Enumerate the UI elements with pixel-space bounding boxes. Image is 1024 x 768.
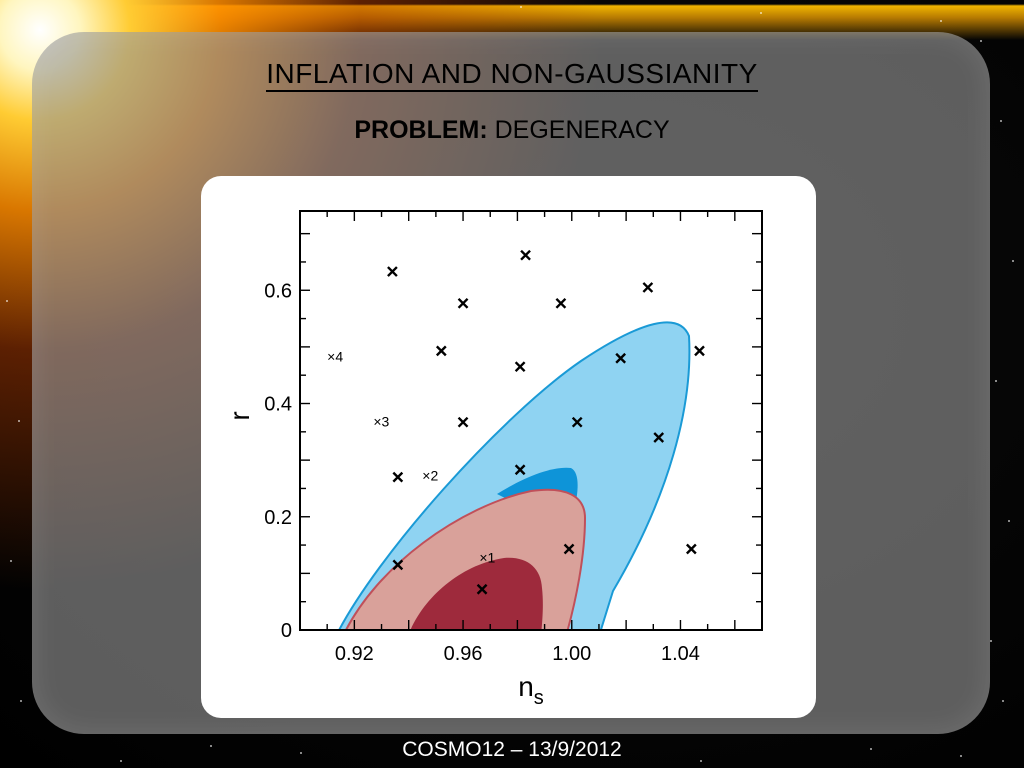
star	[995, 380, 997, 382]
star	[960, 755, 962, 757]
ns-r-chart: ×4×3×2×1 0.92 0.96 1.00 1.04 00.20.40.6 ns …	[224, 210, 763, 709]
star	[18, 420, 20, 422]
marker-layer	[387, 249, 705, 595]
star	[990, 640, 992, 642]
star	[20, 700, 22, 702]
data-marker	[563, 543, 575, 555]
numbered-marker-3: ×3	[373, 414, 389, 430]
y-tick-label: 0	[281, 620, 292, 642]
star	[1000, 120, 1002, 122]
data-marker	[392, 471, 404, 483]
star	[1012, 260, 1014, 262]
star	[210, 745, 212, 747]
data-marker	[555, 297, 567, 309]
data-marker	[653, 432, 665, 443]
data-marker	[392, 559, 404, 571]
red-inner-contour	[410, 557, 543, 630]
star	[1008, 520, 1010, 522]
data-marker	[642, 282, 654, 293]
data-marker	[514, 464, 526, 476]
y-tick-labels: 0 0.2 0.4 0.6	[264, 280, 292, 642]
star	[1002, 700, 1004, 702]
x-tick-label: 0.92	[335, 643, 374, 665]
star	[870, 748, 872, 750]
data-marker	[435, 345, 447, 357]
subtitle-bold: PROBLEM:	[354, 116, 488, 144]
data-marker	[476, 583, 488, 595]
subtitle-rest: DEGENERACY	[487, 116, 670, 144]
slide-title: INFLATION AND NON-GAUSSIANITY	[0, 58, 1024, 92]
data-marker	[615, 352, 627, 364]
star	[760, 12, 762, 14]
slide-title-text: INFLATION AND NON-GAUSSIANITY	[266, 58, 758, 92]
numbered-marker-4: ×4	[327, 349, 343, 365]
y-axis-label: r	[224, 411, 255, 420]
data-marker	[457, 416, 469, 428]
star	[520, 6, 522, 8]
data-marker	[514, 361, 526, 373]
star	[700, 760, 702, 762]
y-tick-label: 0.4	[264, 394, 292, 416]
x-tick-label: 1.04	[661, 643, 700, 665]
data-marker	[571, 416, 583, 428]
data-marker	[694, 345, 705, 357]
y-tick-label: 0.6	[264, 280, 292, 302]
star	[10, 560, 12, 562]
star	[6, 300, 8, 302]
slide-footer: COSMO12 – 13/9/2012	[402, 738, 622, 761]
plot-frame	[299, 210, 763, 631]
star	[300, 752, 302, 754]
data-marker	[520, 249, 531, 261]
x-tick-labels: 0.92 0.96 1.00 1.04	[335, 643, 700, 665]
slide-subtitle: PROBLEM: DEGENERACY	[0, 116, 1024, 145]
y-tick-label: 0.2	[264, 507, 292, 529]
data-marker	[685, 543, 697, 555]
star	[940, 20, 942, 22]
numbered-marker-layer: ×4 ×3 ×2 ×1	[327, 349, 495, 566]
numbered-marker-1: ×1	[479, 550, 495, 566]
x-tick-label: 1.00	[552, 643, 591, 665]
numbered-marker-2: ×2	[422, 467, 438, 483]
tick-layer	[299, 211, 763, 631]
data-marker	[387, 266, 398, 277]
star	[120, 760, 122, 762]
data-marker	[457, 297, 469, 309]
plot-card: ×4 ×3 ×2 ×1 0.92 0.96 1.00 1.04 0 0.2 0.4 0.6 ns …	[201, 176, 816, 718]
x-axis-label: ns	[518, 671, 544, 709]
confidence-contours	[338, 321, 691, 630]
star	[980, 40, 982, 42]
x-tick-label: 0.96	[444, 643, 483, 665]
